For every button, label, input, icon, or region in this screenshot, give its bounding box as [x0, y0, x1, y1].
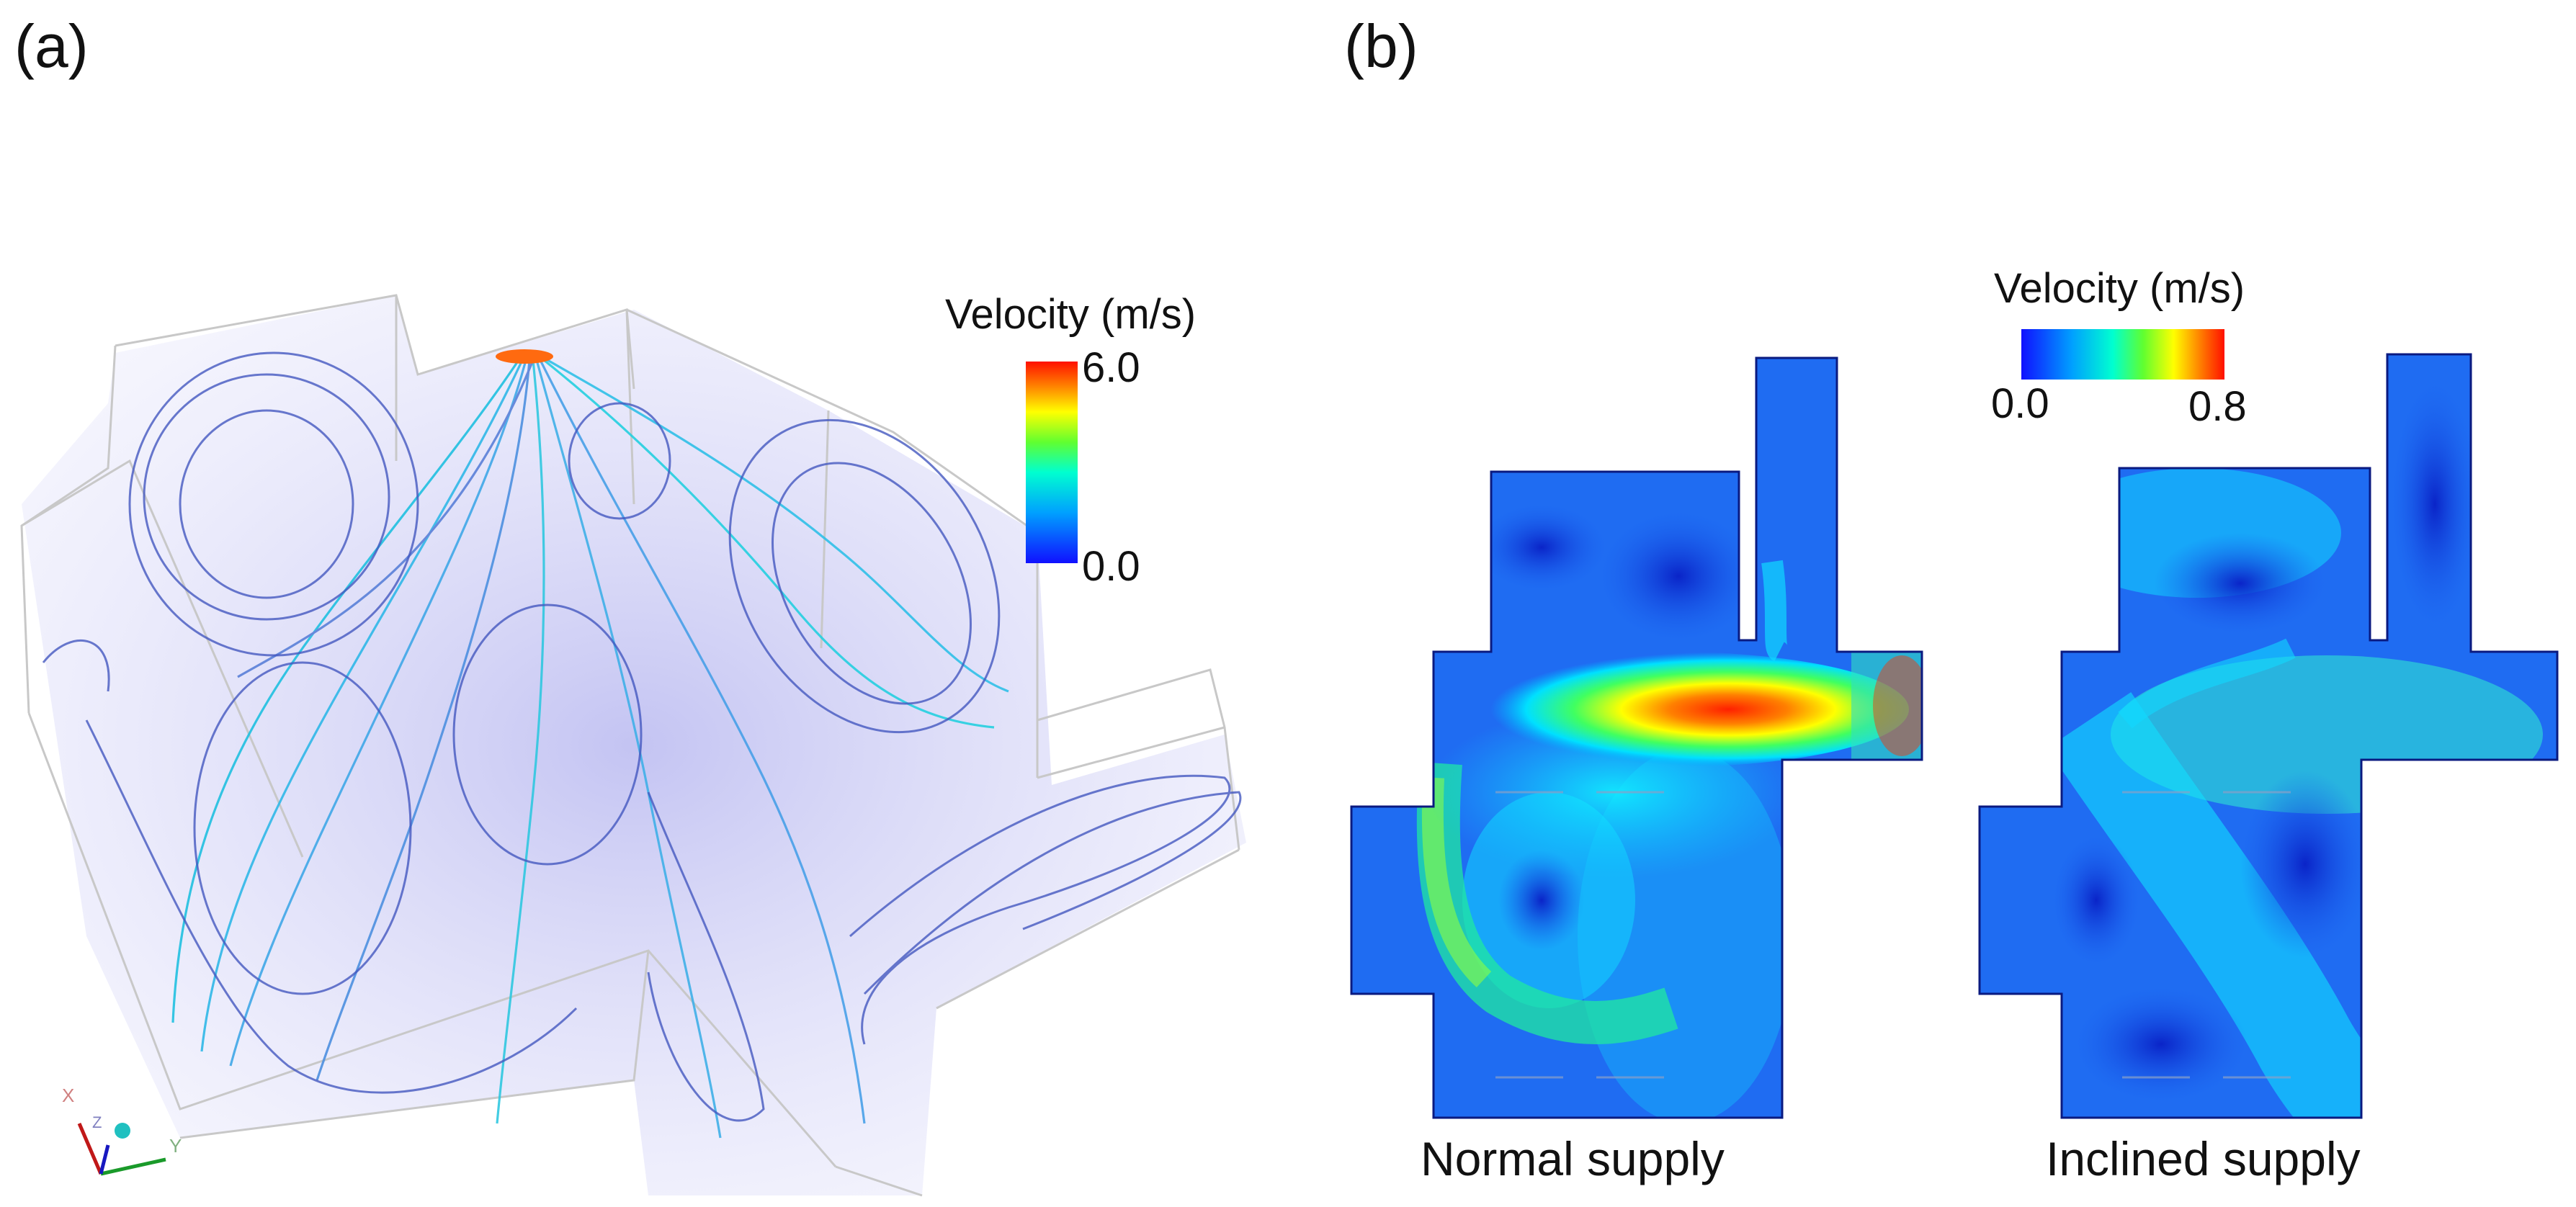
legend-b-min: 0.0: [1991, 380, 2049, 427]
axis-x-label: X: [62, 1085, 74, 1106]
contour-normal-supply: [1350, 356, 1923, 1119]
axis-triad-icon: [77, 1123, 166, 1176]
panel-b-label: (b): [1344, 12, 1418, 80]
colorbar-a: [1026, 362, 1078, 563]
axis-z-label: Z: [92, 1113, 102, 1131]
legend-a-min: 0.0: [1082, 543, 1140, 590]
recirculation-streamlines: [42, 351, 1242, 1122]
panel-a-label: (a): [14, 12, 89, 80]
colorbar-b: [2021, 329, 2224, 380]
legend-a-max: 6.0: [1082, 344, 1140, 391]
legend-b-max: 0.8: [2188, 383, 2247, 430]
caption-normal-supply: Normal supply: [1421, 1132, 1725, 1185]
legend-a-title: Velocity (m/s): [945, 291, 1197, 338]
caption-inclined-supply: Inclined supply: [2046, 1132, 2361, 1185]
legend-b-title: Velocity (m/s): [1994, 265, 2245, 312]
volume-fog: [22, 295, 1246, 1195]
axis-y-label: Y: [169, 1135, 182, 1157]
supply-inlet: [496, 349, 553, 364]
jet-streamlines: [171, 359, 1009, 1139]
contour-inclined-supply: [1978, 353, 2559, 1119]
streamline-view: [20, 294, 1246, 1197]
